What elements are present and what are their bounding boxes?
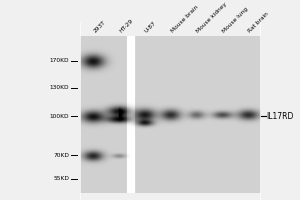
FancyBboxPatch shape <box>80 36 260 193</box>
FancyBboxPatch shape <box>128 36 134 193</box>
Text: Rat brain: Rat brain <box>247 12 269 34</box>
FancyBboxPatch shape <box>80 36 128 193</box>
Text: 55KD: 55KD <box>53 176 69 181</box>
Text: Mouse kidney: Mouse kidney <box>195 2 228 34</box>
Text: 170KD: 170KD <box>50 58 69 63</box>
Text: 100KD: 100KD <box>50 114 69 119</box>
Text: Mouse lung: Mouse lung <box>221 7 249 34</box>
Text: 293T: 293T <box>93 20 106 34</box>
Text: IL17RD: IL17RD <box>266 112 294 121</box>
Text: 70KD: 70KD <box>53 153 69 158</box>
Text: 130KD: 130KD <box>50 85 69 90</box>
Text: HT-29: HT-29 <box>118 18 134 34</box>
Text: Mouse brain: Mouse brain <box>170 5 199 34</box>
Text: U-87: U-87 <box>144 21 158 34</box>
